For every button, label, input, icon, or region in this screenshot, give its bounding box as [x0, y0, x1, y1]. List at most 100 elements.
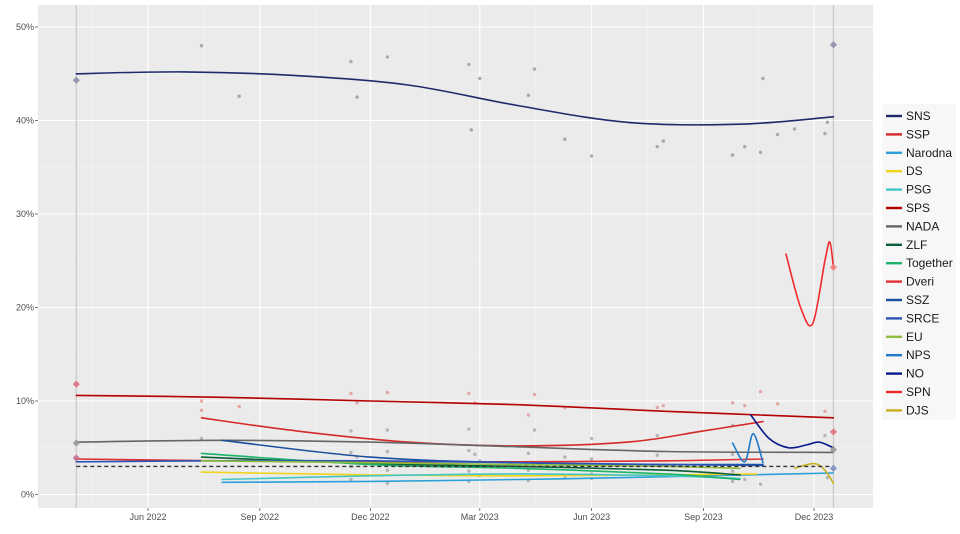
trend-lines: [75, 71, 835, 485]
series-line-srce: [75, 459, 764, 467]
poll-point: [349, 450, 353, 455]
poll-point: [758, 482, 763, 486]
x-tick-label: Jun 2022: [129, 512, 166, 522]
poll-point: [825, 475, 830, 480]
poll-point: [775, 132, 780, 137]
poll-point: [467, 469, 471, 473]
poll-point: [467, 391, 471, 396]
poll-point: [775, 402, 780, 406]
poll-point: [589, 154, 594, 158]
x-tick-label: Mar 2023: [461, 512, 499, 522]
poll-point: [385, 449, 390, 454]
legend-label-eu: EU: [906, 330, 923, 344]
poll-point: [237, 404, 241, 409]
legend-label-srce: SRCE: [906, 311, 939, 325]
poll-point: [526, 451, 531, 456]
poll-point: [467, 448, 471, 453]
poll-point: [655, 453, 659, 457]
y-tick-label: 40%: [16, 116, 34, 126]
poll-point: [730, 153, 735, 157]
poll-point: [655, 144, 659, 149]
y-tick-label: 20%: [16, 303, 34, 313]
y-tick-label: 30%: [16, 209, 34, 219]
election-result-marker: [72, 380, 80, 388]
poll-point: [730, 479, 735, 484]
series-line-nps: [731, 432, 764, 464]
election-result-marker: [829, 464, 838, 472]
series-line-sns: [75, 71, 835, 126]
poll-point: [385, 390, 390, 395]
poll-point: [355, 95, 359, 99]
election-date-lines: [75, 5, 835, 508]
poll-point: [237, 94, 241, 98]
poll-point: [349, 59, 353, 64]
legend-label-psg: PSG: [906, 183, 931, 197]
poll-point: [743, 144, 747, 149]
poll-point: [385, 428, 390, 432]
poll-point: [467, 62, 471, 67]
x-tick-label: Dec 2023: [795, 512, 834, 522]
poll-point: [385, 55, 390, 59]
y-tick-label: 0%: [21, 490, 34, 500]
x-tick-label: Sep 2022: [241, 512, 280, 522]
poll-point: [758, 150, 763, 154]
series-line-nada: [75, 439, 835, 454]
poll-point: [655, 405, 659, 410]
poll-point: [532, 392, 537, 397]
poll-point: [743, 477, 747, 482]
legend-label-ssp: SSP: [906, 127, 930, 141]
plot-panel: [38, 5, 873, 508]
poll-point: [469, 128, 473, 132]
poll-point: [199, 408, 204, 413]
poll-point: [199, 436, 204, 441]
x-tick-label: Sep 2023: [684, 512, 723, 522]
poll-point: [349, 429, 353, 433]
poll-point: [385, 468, 390, 472]
legend-label-zlf: ZLF: [906, 238, 927, 252]
legend-label-ds: DS: [906, 164, 923, 178]
poll-point: [199, 44, 204, 48]
x-tick-label: Dec 2022: [351, 512, 390, 522]
legend: SNS SSP Narodna DS PSG SPS NADA ZLF Together Dver…: [882, 104, 956, 420]
poll-point: [563, 455, 567, 459]
poll-point: [730, 452, 735, 456]
poll-point: [589, 436, 594, 441]
poll-point: [349, 477, 353, 482]
poll-point: [526, 413, 531, 417]
y-axis: 0% 10% 20% 30% 40% 50%: [16, 22, 38, 500]
election-result-marker: [72, 439, 80, 447]
series-line-psg: [221, 473, 741, 481]
poll-point: [563, 137, 567, 141]
election-result-markers: [72, 41, 838, 472]
legend-label-ssz: SSZ: [906, 293, 929, 307]
poll-point: [730, 401, 735, 405]
poll-point: [532, 67, 537, 71]
poll-point: [655, 433, 659, 438]
poll-point: [823, 433, 827, 438]
poll-point: [349, 391, 353, 396]
election-result-marker: [829, 446, 838, 454]
poll-point: [730, 469, 735, 473]
series-line-no: [750, 414, 835, 449]
series-line-sps: [75, 394, 835, 419]
x-axis: Jun 2022 Sep 2022 Dec 2022 Mar 2023 Jun 2023…: [129, 508, 833, 522]
legend-label-djs: DJS: [906, 403, 929, 417]
poll-point: [661, 403, 665, 408]
poll-point: [825, 120, 830, 125]
legend-label-nada: NADA: [906, 219, 939, 233]
poll-point: [355, 401, 359, 405]
election-result-marker: [829, 263, 838, 271]
legend-label-dveri: Dveri: [906, 275, 934, 289]
legend-label-no: NO: [906, 367, 924, 381]
x-tick-label: Jun 2023: [573, 512, 610, 522]
poll-point: [823, 409, 827, 413]
poll-point: [385, 481, 390, 485]
poll-point: [758, 389, 763, 394]
minor-gridlines: [38, 5, 873, 508]
poll-point: [467, 427, 471, 431]
poll-point: [761, 76, 765, 81]
poll-point: [743, 403, 747, 408]
legend-label-together: Together: [906, 256, 953, 270]
legend-label-sps: SPS: [906, 201, 930, 215]
